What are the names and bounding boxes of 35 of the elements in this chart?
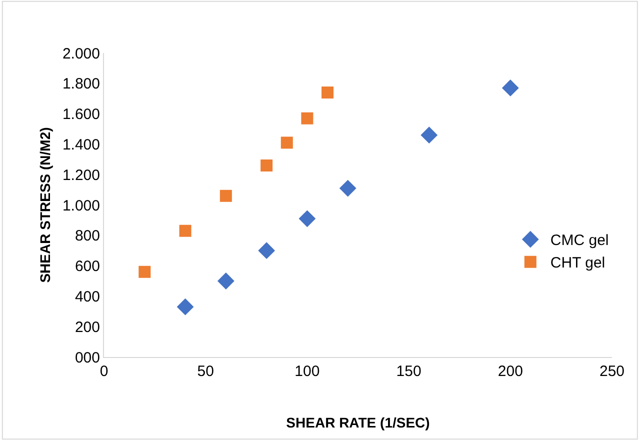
point (502, 80, 519, 96)
point (280, 136, 293, 149)
y-tick-label: 1.200 (62, 166, 100, 184)
legend-label: CHT gel (550, 254, 606, 272)
y-tick-label: 1.800 (62, 76, 100, 93)
y-tick-label: 800 (74, 228, 100, 245)
y-tick-label: 2.000 (62, 45, 100, 62)
point (138, 266, 151, 278)
x-tick-label: 50 (197, 363, 214, 380)
y-tick-label: 600 (74, 258, 100, 276)
x-tick-label: 200 (498, 363, 523, 380)
x-tick-label: 0 (100, 363, 108, 380)
x-axis-title: SHEAR RATE (1/SEC) (286, 414, 430, 430)
x-tick-label: 250 (599, 363, 625, 380)
point (217, 272, 234, 290)
point (339, 180, 356, 197)
point (176, 298, 194, 316)
point (258, 242, 276, 260)
y-tick-label: 1.600 (62, 106, 100, 124)
x-tick-label: 150 (396, 363, 422, 380)
y-axis-title: SHEAR STRESS (N/M2) (37, 127, 54, 283)
point (301, 112, 314, 124)
y-tick-label: 1.000 (62, 197, 100, 214)
y-tick-label: 200 (74, 318, 100, 336)
y-tick-label: 1.400 (62, 136, 100, 154)
y-tick-label: 000 (74, 349, 100, 366)
x-tick-label: 100 (294, 363, 320, 380)
point (179, 224, 192, 237)
point (220, 190, 232, 202)
y-tick-label: 400 (74, 288, 100, 306)
legend-label: CMC gel (550, 232, 609, 250)
point (298, 210, 316, 228)
point (322, 86, 334, 99)
point (260, 159, 273, 172)
point (420, 126, 438, 144)
